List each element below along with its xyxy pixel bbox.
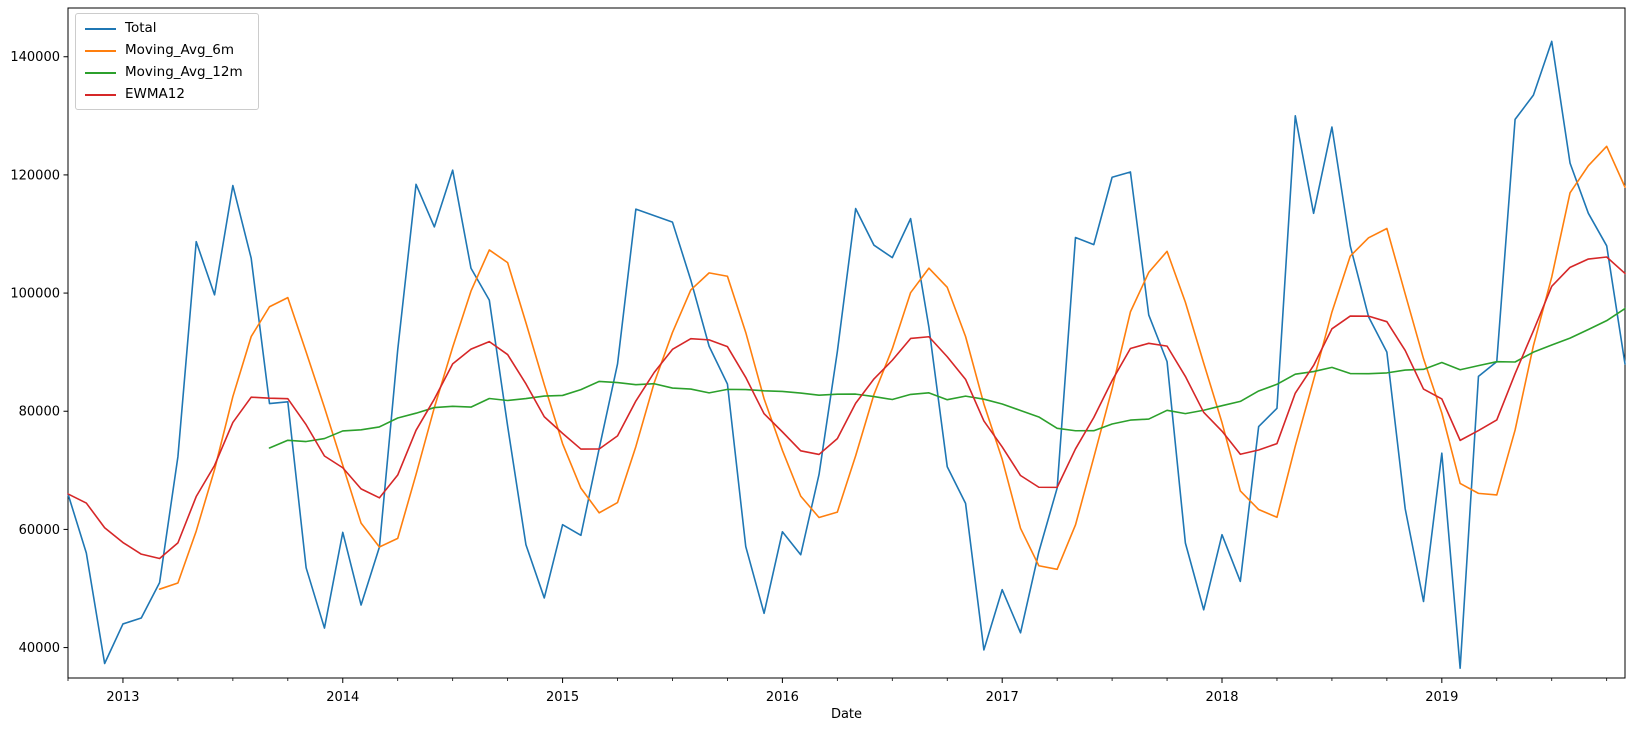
- y-tick-label: 60000: [19, 523, 60, 538]
- legend-item-ewma12: EWMA12: [85, 87, 249, 102]
- x-tick-label: 2017: [986, 690, 1019, 705]
- x-tick-label: 2016: [766, 690, 799, 705]
- legend-line-total-swatch: [85, 27, 116, 30]
- x-tick-label: 2014: [326, 690, 359, 705]
- legend-item-moving-avg-6m: Moving_Avg_6m: [85, 43, 249, 58]
- axis-tick-labels: 40000 60000 80000 100000 120000 140000 2013 201…: [10, 50, 1458, 705]
- legend-item-moving-avg-12m: Moving_Avg_12m: [85, 65, 249, 80]
- legend-item-total: Total: [85, 21, 249, 36]
- series-line-ewma12: [67, 256, 1626, 560]
- y-tick-label: 100000: [10, 287, 60, 302]
- series-lines: [67, 40, 1626, 670]
- y-tick-label: 80000: [19, 405, 60, 420]
- x-tick-label: 2018: [1205, 690, 1238, 705]
- series-line-moving_avg_6m: [158, 145, 1626, 590]
- legend-label-ewma12: EWMA12: [125, 86, 185, 102]
- axis-ticks: [63, 56, 1608, 683]
- x-axis-title: Date: [831, 707, 862, 722]
- legend-label-moving-avg-6m: Moving_Avg_6m: [125, 42, 235, 58]
- y-tick-label: 40000: [19, 641, 60, 656]
- y-tick-label: 120000: [10, 168, 60, 183]
- legend-label-total: Total: [125, 20, 157, 36]
- y-tick-label: 140000: [10, 50, 60, 65]
- legend-line-moving-avg-6m-swatch: [85, 49, 116, 52]
- plot-frame: [67, 7, 1626, 679]
- legend-line-moving-avg-12m-swatch: [85, 71, 116, 74]
- series-line-moving_avg_12m: [268, 307, 1626, 449]
- legend-label-moving-avg-12m: Moving_Avg_12m: [125, 64, 243, 80]
- legend: Total Moving_Avg_6m Moving_Avg_12m EWMA1…: [75, 13, 259, 110]
- x-tick-label: 2015: [546, 690, 579, 705]
- x-tick-label: 2013: [106, 690, 139, 705]
- series-line-total: [67, 40, 1626, 670]
- legend-line-ewma12-swatch: [85, 93, 116, 96]
- x-tick-label: 2019: [1425, 690, 1458, 705]
